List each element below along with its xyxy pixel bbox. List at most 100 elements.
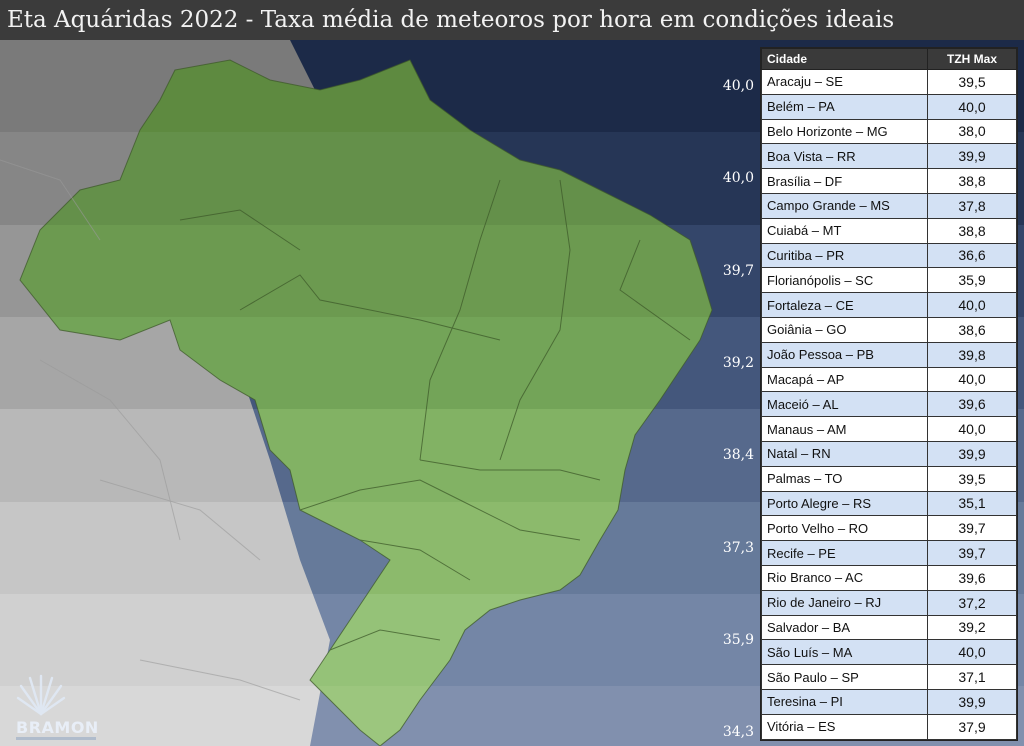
rate-cell: 39,8 (927, 341, 1017, 368)
city-cell: Boa Vista – RR (761, 143, 928, 170)
table-row: Campo Grande – MS 37,8 (761, 192, 1017, 219)
band-label: 39,7 (722, 263, 754, 279)
band-label: 37,3 (722, 540, 754, 556)
rate-cell: 39,2 (927, 614, 1017, 641)
rate-cell: 39,7 (927, 515, 1017, 542)
table-row: São Paulo – SP 37,1 (761, 664, 1017, 690)
band-label: 39,2 (722, 355, 754, 371)
city-cell: Macapá – AP (761, 366, 928, 393)
header-city: Cidade (761, 48, 928, 70)
map-shapes (0, 40, 713, 746)
band-label: 35,9 (722, 632, 754, 648)
table-row: Natal – RN 39,9 (761, 440, 1017, 467)
table-row: Rio de Janeiro – RJ 37,2 (761, 589, 1017, 616)
table-row: Manaus – AM 40,0 (761, 416, 1017, 442)
logo-underline (16, 737, 96, 740)
rate-cell: 35,1 (927, 490, 1017, 517)
table-row: Florianópolis – SC 35,9 (761, 267, 1017, 294)
table-row: Recife – PE 39,7 (761, 540, 1017, 566)
rate-cell: 39,9 (927, 440, 1017, 467)
rate-cell: 39,7 (927, 540, 1017, 566)
city-cell: São Paulo – SP (761, 664, 928, 690)
table-row: Maceió – AL 39,6 (761, 391, 1017, 418)
city-cell: Cuiabá – MT (761, 217, 928, 244)
city-cell: Porto Alegre – RS (761, 490, 928, 517)
neighbor-borders (0, 159, 301, 701)
rate-cell: 36,6 (927, 242, 1017, 269)
rate-cell: 40,0 (927, 292, 1017, 318)
city-cell: Maceió – AL (761, 391, 928, 418)
rate-cell: 39,6 (927, 391, 1017, 418)
city-cell: Vitória – ES (761, 713, 928, 740)
city-cell: Palmas – TO (761, 465, 928, 492)
table-row: Belo Horizonte – MG 38,0 (761, 118, 1017, 145)
table-row: Aracaju – SE 39,5 (761, 69, 1017, 95)
rate-cell: 35,9 (927, 267, 1017, 294)
land-band (20, 225, 712, 317)
table-row: São Luís – MA 40,0 (761, 639, 1017, 666)
rate-cell: 39,5 (927, 69, 1017, 95)
rate-cell: 37,1 (927, 664, 1017, 690)
table-row: Macapá – AP 40,0 (761, 366, 1017, 393)
rate-cell: 40,0 (927, 366, 1017, 393)
rate-cell: 38,8 (927, 168, 1017, 194)
table-row: Porto Velho – RO 39,7 (761, 515, 1017, 542)
rate-cell: 38,8 (927, 217, 1017, 244)
table-row: Belém – PA 40,0 (761, 93, 1017, 120)
rate-cell: 39,9 (927, 143, 1017, 170)
header-value: TZH Max (927, 48, 1017, 70)
band-label: 38,4 (722, 447, 754, 463)
city-cell: Salvador – BA (761, 614, 928, 641)
city-cell: Porto Velho – RO (761, 515, 928, 542)
bramon-logo-icon (16, 674, 66, 716)
table-row: Porto Alegre – RS 35,1 (761, 490, 1017, 517)
city-cell: Manaus – AM (761, 416, 928, 442)
city-cell: Curitiba – PR (761, 242, 928, 269)
table-row: Cuiabá – MT 38,8 (761, 217, 1017, 244)
table-row: Teresina – PI 39,9 (761, 688, 1017, 715)
city-cell: Recife – PE (761, 540, 928, 566)
band-label: 40,0 (722, 78, 754, 94)
neighbor-band (0, 502, 330, 594)
bramon-logo-text: BRAMON (16, 718, 99, 737)
rate-cell: 37,2 (927, 589, 1017, 616)
table-row: Curitiba – PR 36,6 (761, 242, 1017, 269)
table-row: Rio Branco – AC 39,6 (761, 564, 1017, 591)
city-cell: Florianópolis – SC (761, 267, 928, 294)
rate-cell: 39,9 (927, 688, 1017, 715)
state-borders (19, 59, 713, 746)
city-cell: Fortaleza – CE (761, 292, 928, 318)
city-cell: São Luís – MA (761, 639, 928, 666)
band-label: 34,3 (722, 724, 754, 740)
rate-cell: 38,6 (927, 316, 1017, 343)
rate-cell: 40,0 (927, 639, 1017, 666)
rate-cell: 37,9 (927, 713, 1017, 740)
city-rates-table: Cidade TZH Max Aracaju – SE 39,5 Belém – P… (760, 47, 1018, 741)
city-cell: Rio Branco – AC (761, 564, 928, 591)
city-cell: Teresina – PI (761, 688, 928, 715)
city-cell: Goiânia – GO (761, 316, 928, 343)
table-row: Boa Vista – RR 39,9 (761, 143, 1017, 170)
rate-cell: 39,6 (927, 564, 1017, 591)
rates-table: Cidade TZH Max Aracaju – SE 39,5 Belém – P… (761, 48, 1017, 740)
city-cell: Brasília – DF (761, 168, 928, 194)
neighbor-band (0, 594, 330, 686)
table-row: Fortaleza – CE 40,0 (761, 292, 1017, 318)
rate-cell: 40,0 (927, 416, 1017, 442)
table-row: Vitória – ES 37,9 (761, 713, 1017, 740)
city-cell: Natal – RN (761, 440, 928, 467)
table-header-row: Cidade TZH Max (761, 48, 1017, 70)
city-cell: Aracaju – SE (761, 69, 928, 95)
city-cell: Campo Grande – MS (761, 192, 928, 219)
city-cell: Belém – PA (761, 93, 928, 120)
rate-cell: 38,0 (927, 118, 1017, 145)
band-label: 40,0 (722, 170, 754, 186)
city-cell: João Pessoa – PB (761, 341, 928, 368)
table-row: Brasília – DF 38,8 (761, 168, 1017, 194)
city-cell: Rio de Janeiro – RJ (761, 589, 928, 616)
map-title: Eta Aquáridas 2022 - Taxa média de meteo… (0, 0, 1024, 40)
table-row: João Pessoa – PB 39,8 (761, 341, 1017, 368)
table-row: Salvador – BA 39,2 (761, 614, 1017, 641)
table-row: Palmas – TO 39,5 (761, 465, 1017, 492)
city-cell: Belo Horizonte – MG (761, 118, 928, 145)
